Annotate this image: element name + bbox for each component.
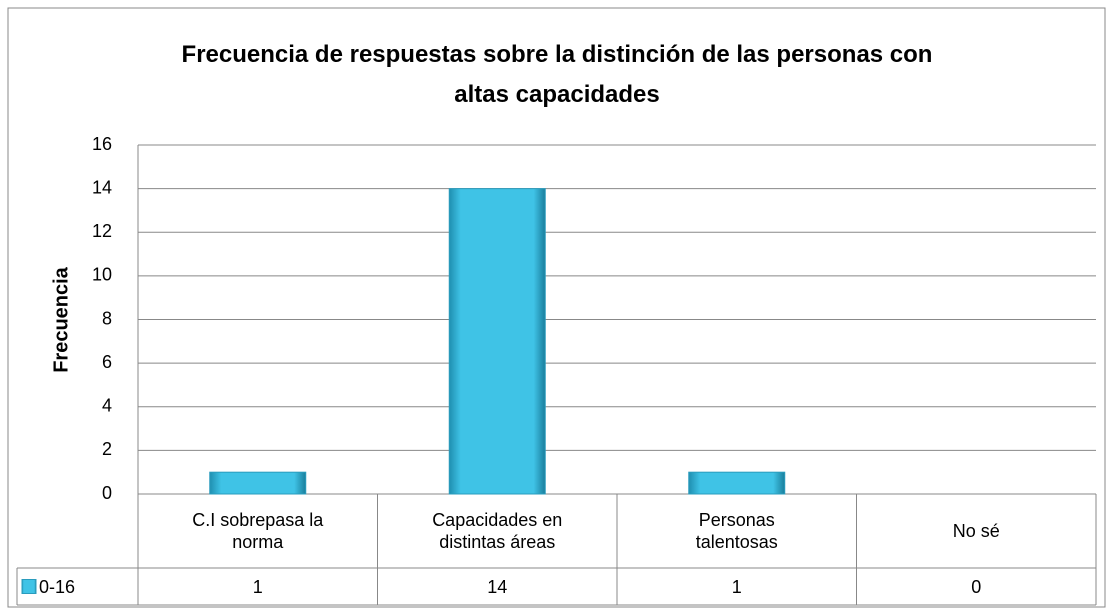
y-tick-label: 10 [92,265,112,285]
legend-label-text: 0-16 [39,576,76,597]
y-tick-label: 4 [102,396,112,416]
y-axis-label: Frecuencia [50,266,72,372]
x-tick-label-text: C.I sobrepasa la norma [192,510,324,552]
table-value-text: 14 [487,576,508,597]
table-value: 14 [378,568,618,605]
table-value: 0 [857,568,1097,605]
x-tick-label-text: No sé [952,521,1000,541]
x-tick-label: Capacidades en distintas áreas [378,494,618,568]
table-value-text: 1 [731,576,742,597]
y-tick-label: 12 [92,221,112,241]
x-tick-label: No sé [857,494,1097,568]
y-tick-label: 6 [102,352,112,372]
x-tick-label: C.I sobrepasa la norma [138,494,378,568]
x-tick-label: Personas talentosas [617,494,857,568]
bar [688,471,786,495]
bar [209,471,307,495]
table-value-text: 0 [971,576,982,597]
y-tick-label: 0 [102,483,112,503]
y-tick-label: 16 [92,134,112,154]
x-tick-label-text: Capacidades en distintas áreas [432,510,563,552]
chart-border [7,7,1106,608]
y-tick-label: 14 [92,177,112,197]
y-tick-label: 8 [102,308,112,328]
x-tick-label-text: Personas talentosas [695,510,778,552]
bar [448,188,546,495]
table-value: 1 [617,568,857,605]
table-value-text: 1 [252,576,263,597]
legend-key [21,579,37,594]
table-value: 1 [138,568,378,605]
y-tick-label: 2 [102,439,112,459]
legend-label: 0-16 [39,568,138,605]
chart-title: Frecuencia de respuestas sobre la distin… [182,41,933,108]
